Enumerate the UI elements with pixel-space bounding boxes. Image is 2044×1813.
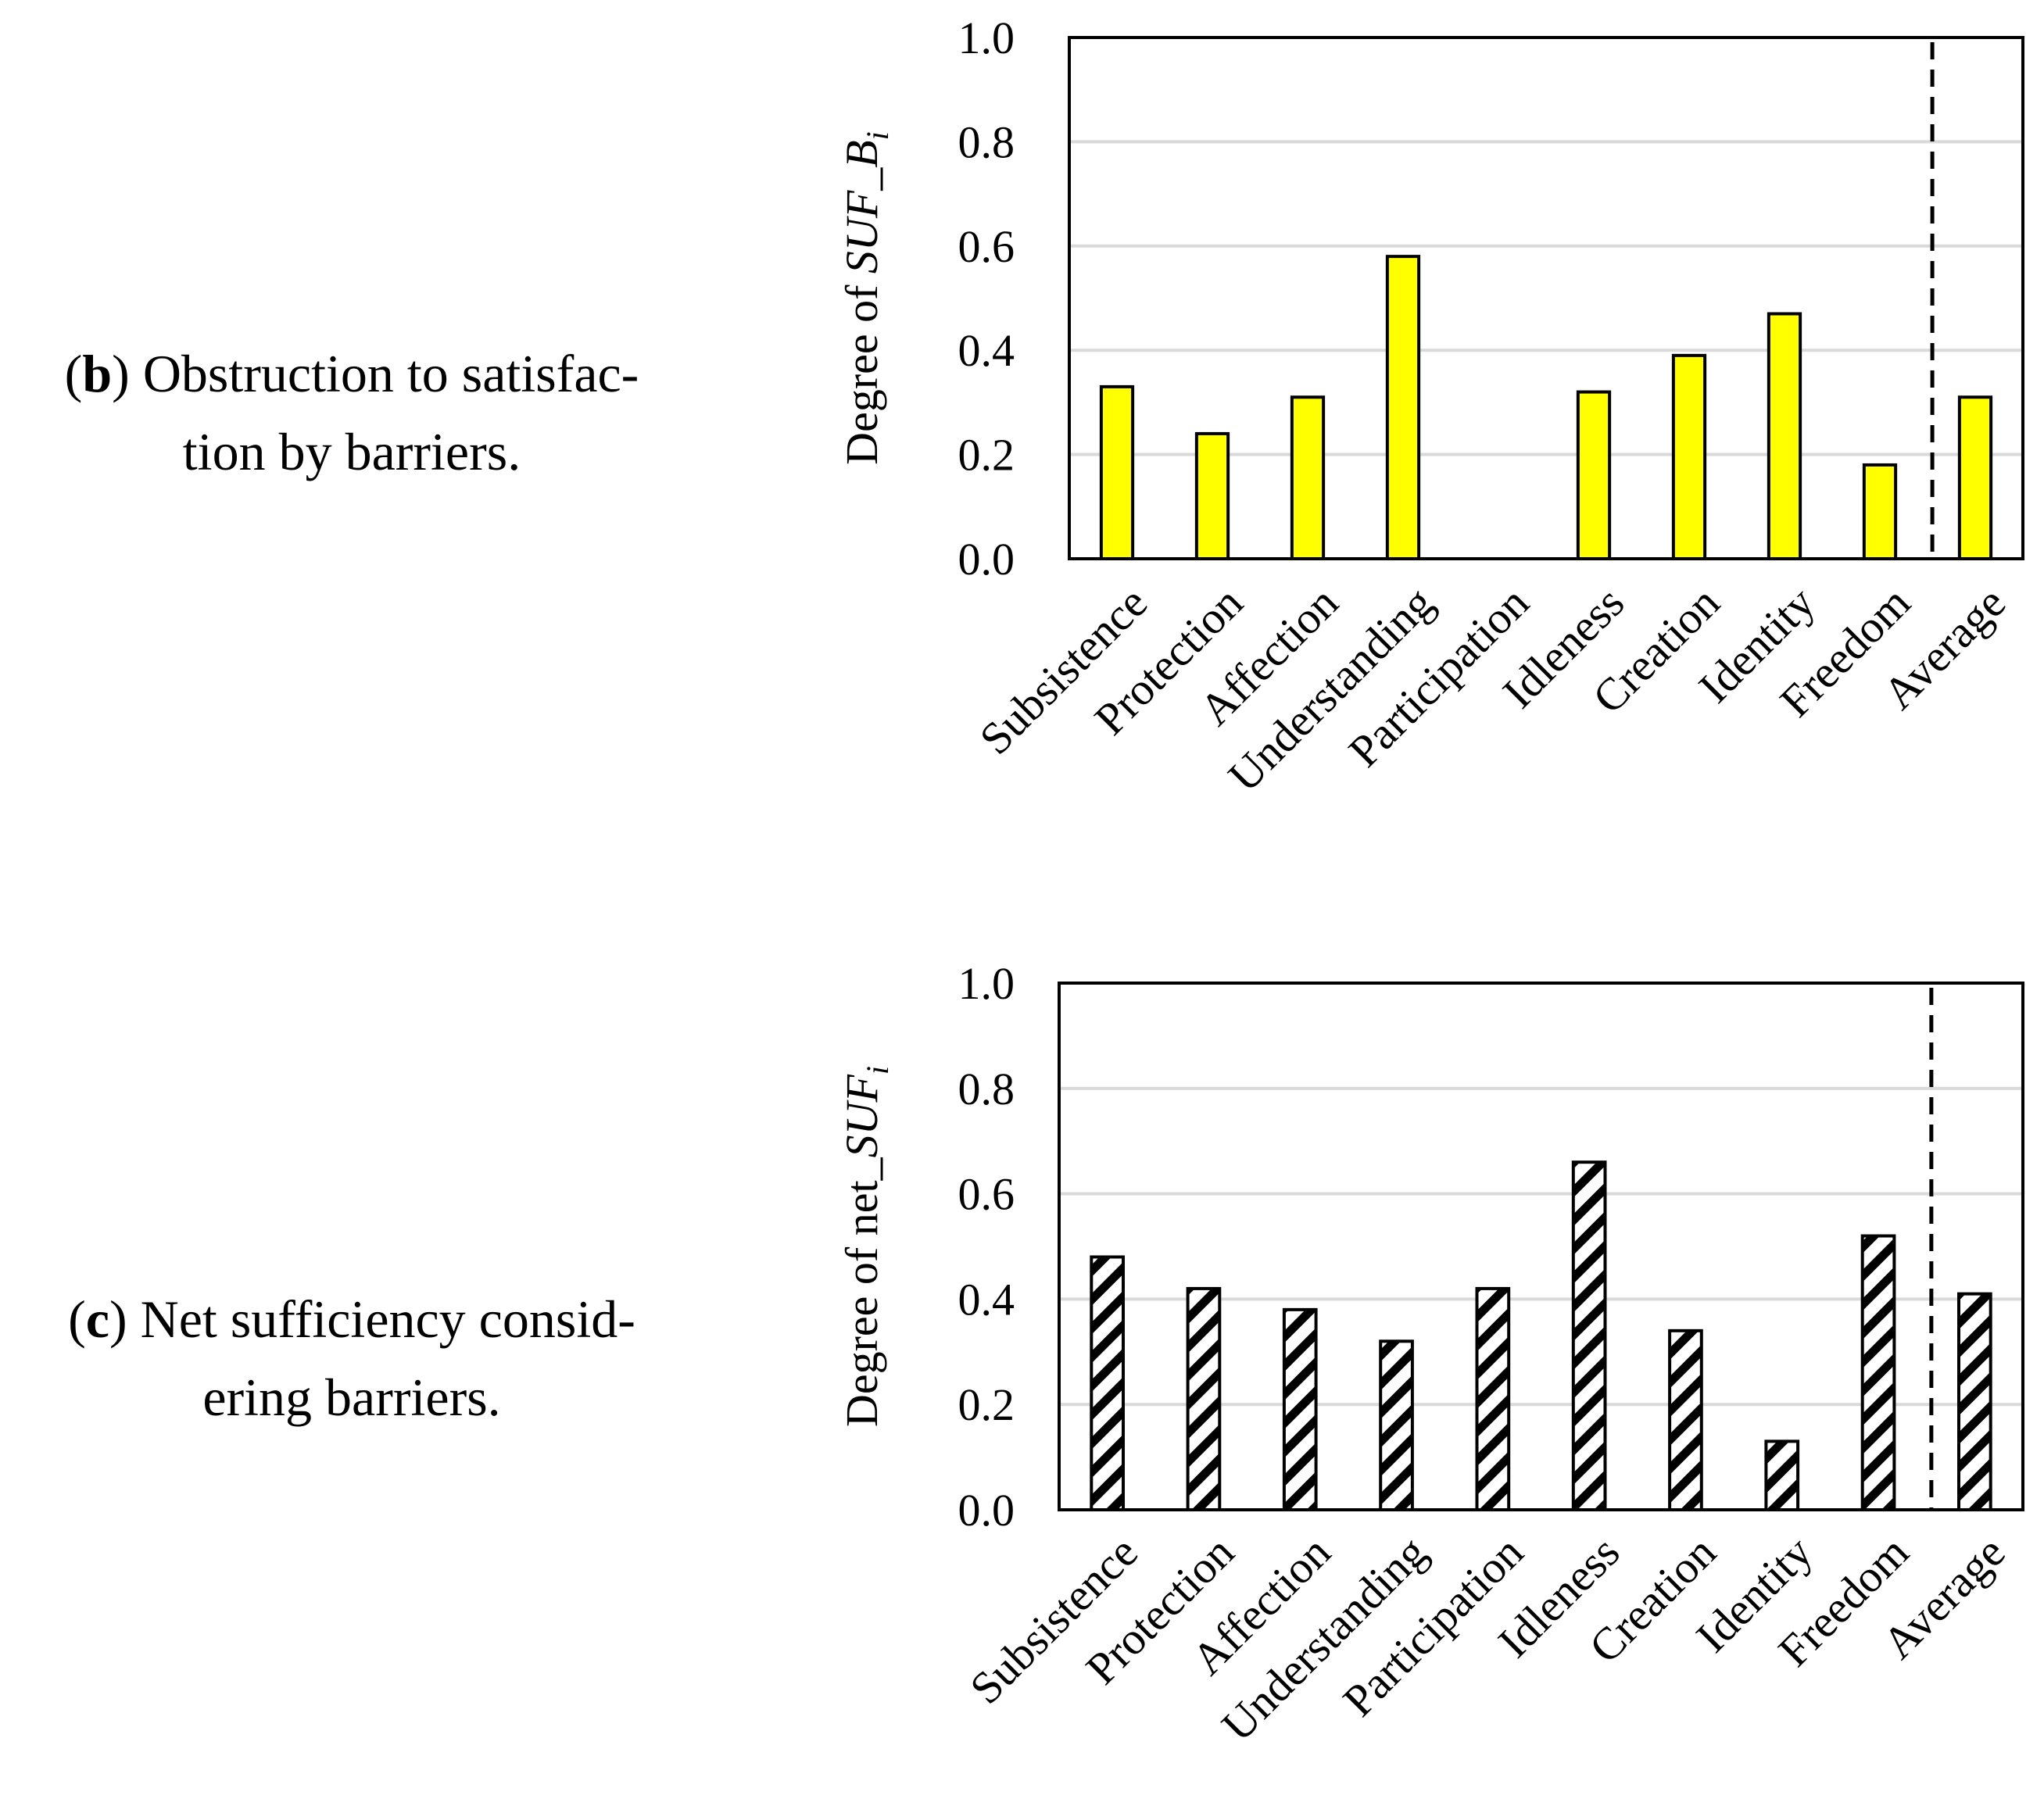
c-plot-frame: [1058, 982, 2024, 1511]
caption-c-close: ): [109, 1289, 127, 1349]
c-bar-freedom: [1860, 1234, 1896, 1512]
b-bar-idleness: [1576, 390, 1612, 560]
b-bar-understanding: [1385, 255, 1421, 560]
b-ytick-label-5: 1.0: [958, 13, 1015, 63]
b-ytick-label-0: 0.0: [958, 534, 1015, 585]
c-bar-affection: [1282, 1307, 1318, 1511]
b-ylabel-prefix: Degree of: [836, 274, 887, 465]
b-ytick-label-2: 0.4: [958, 325, 1015, 376]
c-ytick-label-4: 0.8: [958, 1064, 1015, 1114]
b-bar-creation: [1671, 353, 1707, 560]
b-ylabel-var: SUF_B: [836, 140, 887, 274]
caption-c-open: (: [68, 1289, 86, 1349]
c-ytick-label-2: 0.4: [958, 1274, 1015, 1325]
caption-c-letter: c: [85, 1289, 109, 1349]
b-ytick-label-4: 0.8: [958, 116, 1015, 167]
c-ytick-label-0: 0.0: [958, 1485, 1015, 1536]
b-plot-frame: [1068, 36, 2024, 560]
c-ylabel-prefix: Degree of net_: [836, 1157, 887, 1427]
b-ytick-label-1: 0.2: [958, 430, 1015, 481]
c-bar-subsistence: [1090, 1255, 1125, 1511]
c-y-axis-label: Degree of net_SUFi: [836, 1066, 895, 1427]
caption-c-line1: (c) Net sufficiency consid-: [0, 1280, 703, 1358]
c-bar-understanding: [1379, 1339, 1414, 1511]
b-y-axis-label: Degree of SUF_Bi: [836, 131, 895, 465]
b-bar-freedom: [1862, 463, 1898, 560]
c-ytick-label-5: 1.0: [958, 958, 1015, 1009]
c-bar-identity: [1764, 1439, 1800, 1512]
c-bar-creation: [1668, 1328, 1703, 1511]
b-bar-affection: [1290, 395, 1326, 561]
caption-b-text1: Obstruction to satisfac-: [129, 344, 639, 403]
caption-c: (c) Net sufficiency consid- ering barrie…: [0, 1280, 703, 1436]
c-bar-average: [1957, 1292, 1992, 1512]
c-ylabel-var: SUF: [836, 1075, 887, 1158]
b-bar-protection: [1194, 431, 1230, 560]
b-bar-subsistence: [1099, 384, 1135, 561]
caption-b-close: ): [112, 344, 130, 403]
c-ytick-label-3: 0.6: [958, 1169, 1015, 1220]
b-ytick-label-3: 0.6: [958, 221, 1015, 272]
c-bar-participation: [1475, 1286, 1511, 1512]
b-bar-average: [1957, 395, 1993, 561]
b-ylabel-sub: i: [860, 131, 895, 140]
caption-b: (b) Obstruction to satisfac- tion by bar…: [0, 334, 703, 491]
b-bar-identity: [1767, 312, 1802, 560]
caption-c-text1: Net sufficiency consid-: [127, 1289, 635, 1349]
caption-b-open: (: [64, 344, 83, 403]
caption-b-line1: (b) Obstruction to satisfac-: [0, 334, 703, 413]
caption-c-text2: ering barriers.: [202, 1368, 501, 1427]
c-bar-protection: [1186, 1286, 1222, 1512]
c-bar-idleness: [1571, 1160, 1607, 1512]
c-ylabel-sub: i: [860, 1066, 895, 1075]
caption-b-text2: tion by barriers.: [182, 422, 521, 481]
c-ytick-label-1: 0.2: [958, 1379, 1015, 1430]
caption-b-letter: b: [82, 344, 113, 403]
